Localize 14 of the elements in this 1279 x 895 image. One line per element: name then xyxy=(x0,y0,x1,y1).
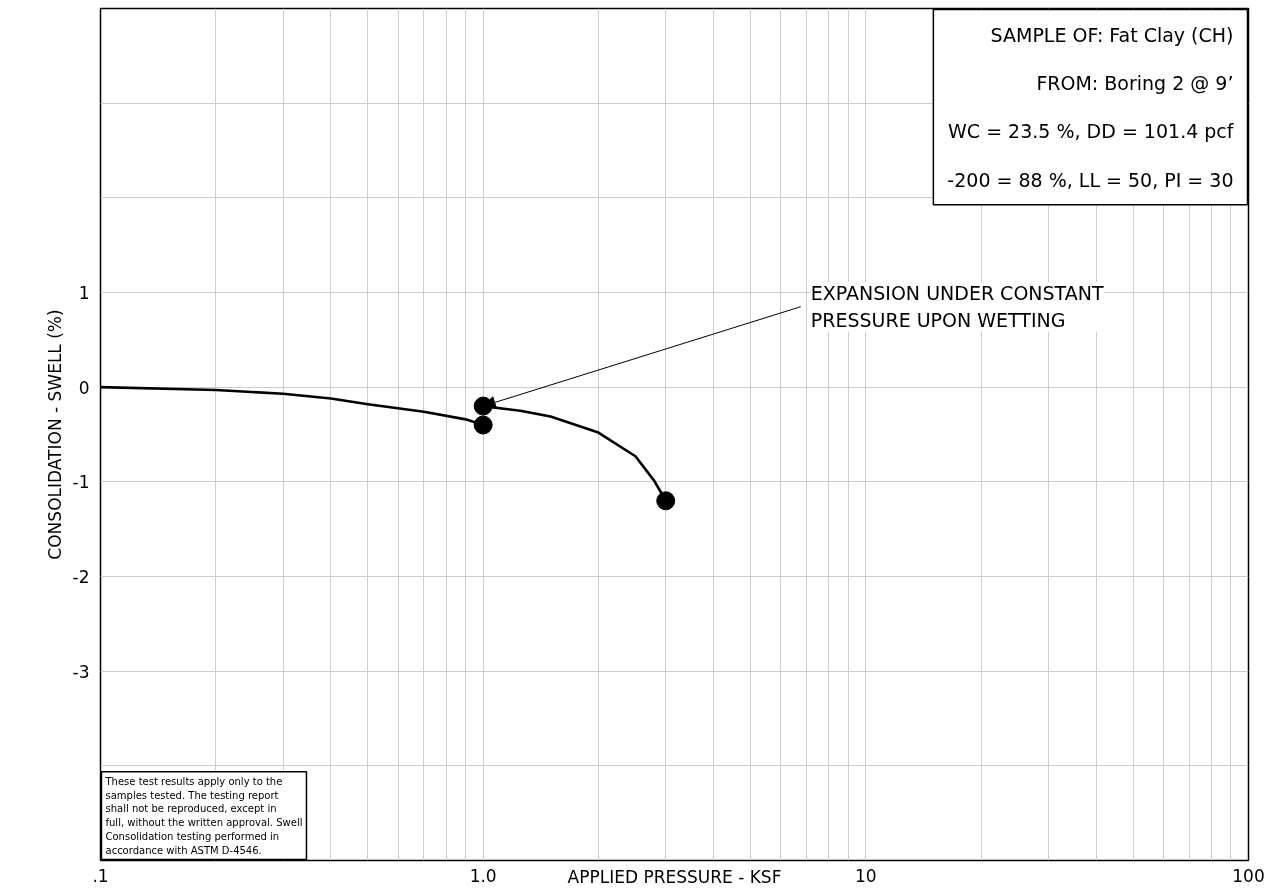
y-tick-label: -2 xyxy=(72,567,90,587)
y-axis-title: CONSOLIDATION - SWELL (%) xyxy=(44,309,65,560)
y-tick-label: -3 xyxy=(72,661,90,682)
x-tick-label: 1.0 xyxy=(469,865,497,886)
y-tick-label: 0 xyxy=(78,377,90,398)
y-tick-label: 1 xyxy=(78,283,90,303)
annotation: These test results apply only to the samples tested. The testing report shall not be reproduced, except in full, without the written approval. Swell Consolidation testing performed in accordance with ASTM D-4546. xyxy=(104,775,303,856)
text: SAMPLE OF: Fat Clay (CH) FROM: Boring 2 @ 9’ WC = 23.5 %, DD = 101.4 pcf -200 = 88 %, LL = 50, PI = 30 xyxy=(947,23,1234,191)
x-axis-title: APPLIED PRESSURE - KSF xyxy=(567,866,782,887)
x-tick-label: .1 xyxy=(92,865,109,886)
x-tick-label: 10 xyxy=(855,865,877,886)
y-tick-label: -1 xyxy=(72,472,90,493)
x-tick-label: 100 xyxy=(1232,865,1265,886)
annotation: EXPANSION UNDER CONSTANT PRESSURE UPON WETTING xyxy=(810,281,1104,332)
